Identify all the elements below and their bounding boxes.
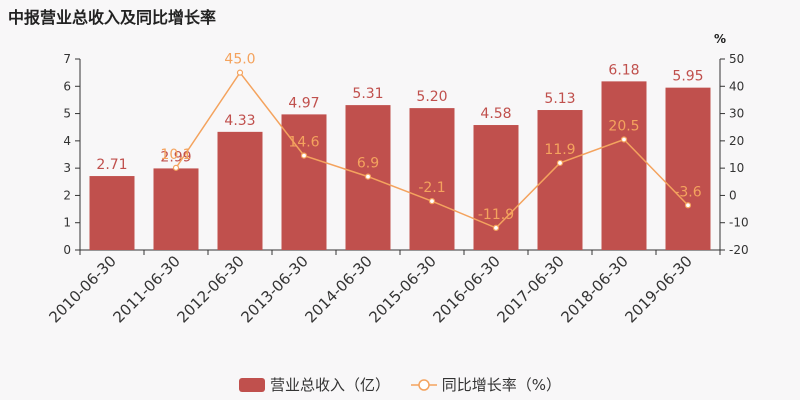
growth-value-label: 6.9: [357, 156, 379, 172]
x-tick-label: 2017-06-30: [493, 252, 567, 326]
x-tick-label: 2014-06-30: [301, 252, 375, 326]
y-left-tick-label: 4: [63, 134, 71, 148]
x-tick-label: 2010-06-30: [45, 252, 119, 326]
growth-point: [300, 152, 308, 159]
bar: [153, 168, 199, 250]
legend-item-revenue[interactable]: 营业总收入（亿）: [238, 374, 390, 395]
growth-value-label: 45.0: [224, 52, 255, 68]
y-right-tick-label: 40: [729, 79, 744, 93]
legend-label-growth: 同比增长率（%）: [441, 376, 562, 394]
legend-label-revenue: 营业总收入（亿）: [269, 376, 390, 394]
bar: [473, 125, 519, 250]
y-right-tick-label: 10: [729, 161, 744, 175]
y-left-tick-label: 3: [63, 161, 71, 175]
chart-legend: 营业总收入（亿） 同比增长率（%）: [0, 374, 800, 396]
growth-value-label: -11.9: [478, 207, 514, 223]
y-right-tick-label: 20: [729, 134, 744, 148]
growth-value-label: 10.1: [160, 147, 191, 163]
bar-value-label: 4.97: [288, 95, 319, 111]
growth-point: [428, 198, 436, 205]
bar: [537, 110, 583, 250]
growth-point: [556, 159, 564, 167]
y-right-tick-label: 0: [729, 188, 737, 202]
growth-value-label: -2.1: [418, 180, 445, 196]
y-right-unit-label: %: [714, 32, 726, 46]
y-left-tick-label: 5: [63, 107, 71, 121]
legend-swatch-bar: [238, 377, 265, 392]
y-left-tick-label: 1: [63, 216, 71, 230]
y-right-tick-label: 30: [729, 107, 744, 121]
x-tick-label: 2013-06-30: [237, 252, 311, 326]
x-tick-label: 2011-06-30: [109, 252, 183, 326]
x-tick-label: 2018-06-30: [557, 252, 631, 326]
bar-value-label: 4.33: [224, 113, 255, 129]
bar-value-label: 5.20: [416, 89, 447, 105]
chart-title: 中报营业总收入及同比增长率: [8, 8, 217, 27]
growth-point: [364, 173, 372, 180]
bar-value-label: 5.31: [352, 86, 383, 102]
growth-value-label: -3.6: [674, 184, 701, 200]
x-tick-label: 2015-06-30: [365, 252, 439, 326]
growth-point: [684, 202, 692, 209]
bar: [665, 87, 711, 251]
bar-value-label: 5.95: [672, 69, 703, 85]
legend-swatch-line: [410, 378, 437, 391]
y-left-tick-label: 0: [63, 243, 71, 257]
y-right-tick-label: 50: [729, 52, 744, 66]
legend-item-growth[interactable]: 同比增长率（%）: [410, 374, 562, 395]
bar-value-label: 2.99: [160, 149, 191, 165]
bar-value-label: 5.13: [544, 91, 575, 107]
y-left-tick-label: 2: [63, 188, 71, 202]
growth-point: [492, 224, 500, 231]
y-right-tick-label: -10: [729, 216, 749, 230]
bar: [217, 131, 263, 250]
bar-value-label: 2.71: [96, 157, 127, 173]
growth-point: [620, 136, 628, 143]
y-left-tick-label: 7: [63, 52, 71, 66]
y-left-tick-label: 6: [63, 79, 71, 93]
bar-value-label: 4.58: [480, 106, 511, 122]
growth-point: [172, 164, 180, 171]
bar: [409, 108, 455, 250]
growth-value-label: 14.6: [288, 135, 319, 151]
growth-value-label: 20.5: [608, 118, 639, 134]
x-tick-label: 2016-06-30: [429, 252, 503, 326]
bar-value-label: 6.18: [608, 62, 639, 78]
bar: [601, 81, 647, 250]
x-tick-label: 2012-06-30: [173, 252, 247, 326]
growth-value-label: 11.9: [544, 142, 575, 158]
growth-point: [236, 69, 244, 76]
bar: [89, 176, 135, 250]
x-tick-label: 2019-06-30: [621, 252, 695, 326]
y-right-tick-label: -20: [729, 243, 749, 257]
